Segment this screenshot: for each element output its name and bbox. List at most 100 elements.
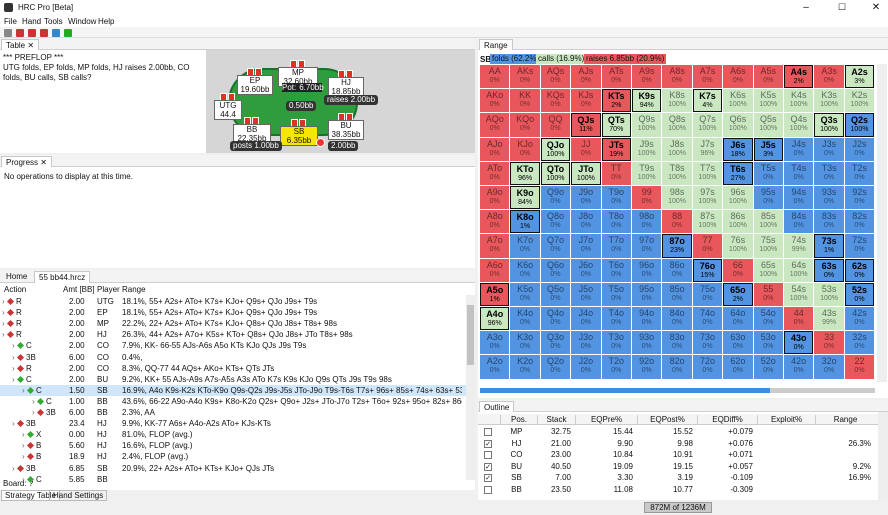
tree-row[interactable]: › C 2.00 BU 9.2%, KK+ 55 AJs-A9s A7s-A5s A3s… (0, 374, 466, 385)
hand-cell[interactable]: 33 0% (814, 331, 844, 355)
hand-cell[interactable]: Q8s 100% (662, 113, 692, 137)
hand-cell[interactable]: J7s 96% (692, 137, 723, 161)
hand-cell[interactable]: 93o 0% (632, 331, 662, 355)
toolbar-button[interactable] (28, 29, 36, 37)
hand-cell[interactable]: 82o 0% (662, 355, 692, 379)
hand-cell[interactable]: A6s 0% (723, 65, 753, 89)
hand-cell[interactable]: 52o 0% (753, 355, 783, 379)
hand-cell[interactable]: 85s 100% (753, 210, 783, 234)
hand-cell[interactable]: 84o 0% (662, 307, 692, 331)
hand-cell[interactable]: 42o 0% (784, 355, 814, 379)
tree-row[interactable]: › 3B 6.85 SB 20.9%, 22+ A2s+ ATo+ KTs+ KJo+ … (0, 463, 466, 474)
hand-cell[interactable]: A7o 0% (480, 234, 510, 258)
hand-cell[interactable]: K7s 4% (692, 89, 723, 113)
menu-item[interactable]: Tools (44, 17, 63, 26)
hand-cell[interactable]: K5o 0% (510, 282, 540, 306)
tree-row[interactable]: › R 2.00 EP 18.1%, 55+ A2s+ ATo+ K7s+ KJo+ Q… (0, 307, 466, 318)
hand-cell[interactable]: J6s 18% (723, 137, 753, 161)
column-header[interactable]: EQPre% (575, 415, 637, 424)
hand-cell[interactable]: A5s 0% (753, 65, 783, 89)
bottom-tab[interactable]: Strategy Table (1, 490, 60, 501)
hand-cell[interactable]: Q5o 0% (540, 282, 571, 306)
close-button[interactable]: ✕ (871, 2, 881, 13)
hand-cell[interactable]: AKs 0% (510, 65, 540, 89)
hand-cell[interactable]: J6o 0% (571, 258, 601, 282)
hand-cell[interactable]: Q9o 0% (540, 186, 571, 210)
hand-cell[interactable]: J4o 0% (571, 307, 601, 331)
hand-cell[interactable]: A2o 0% (480, 355, 510, 379)
memory-indicator[interactable]: 872M of 1236M (644, 502, 712, 513)
hand-cell[interactable]: 72s 0% (844, 234, 875, 258)
hand-cell[interactable]: 73o 0% (692, 331, 723, 355)
scrollbar-thumb[interactable] (467, 305, 474, 365)
hand-cell[interactable]: AA 0% (480, 65, 510, 89)
hand-cell[interactable]: QJo 100% (540, 137, 571, 161)
hand-cell[interactable]: 53o 0% (753, 331, 783, 355)
hand-cell[interactable]: J5s 3% (753, 137, 783, 161)
menu-item[interactable]: Window (68, 17, 97, 26)
hand-cell[interactable]: A2s 3% (844, 65, 875, 89)
file-tab[interactable]: Home (6, 272, 28, 281)
hand-cell[interactable]: 96s 100% (723, 186, 753, 210)
hand-cell[interactable]: T5o 0% (601, 282, 631, 306)
expand-toggle[interactable]: › (2, 330, 5, 340)
toolbar-button[interactable] (40, 29, 48, 37)
expand-toggle[interactable]: › (22, 441, 25, 451)
hand-cell[interactable]: 54s 100% (784, 282, 814, 306)
checkbox[interactable]: ✓ (484, 439, 492, 448)
hand-cell[interactable]: JTs 19% (601, 137, 631, 161)
hand-cell[interactable]: 77 0% (692, 234, 723, 258)
hand-cell[interactable]: 43o 0% (784, 331, 814, 355)
hand-cell[interactable]: JJ 0% (571, 137, 601, 161)
tree-row[interactable]: › B 18.9 HJ 2.4%, FLOP (avg.) (0, 451, 466, 462)
checkbox[interactable]: ✓ (484, 474, 492, 483)
hand-cell[interactable]: KJo 0% (510, 137, 540, 161)
hand-cell[interactable]: T3s 0% (814, 161, 844, 185)
tree-row[interactable]: › 3B 6.00 BB 2.3%, AA (0, 407, 466, 418)
hand-cell[interactable]: Q7o 0% (540, 234, 571, 258)
tree-row[interactable]: › C 5.85 BB (0, 474, 466, 485)
expand-toggle[interactable]: › (22, 385, 25, 395)
menu-item[interactable]: File (4, 17, 17, 26)
hand-cell[interactable]: 63o 0% (723, 331, 753, 355)
hand-cell[interactable]: A8s 0% (662, 65, 692, 89)
hand-cell[interactable]: Q8o 0% (540, 210, 571, 234)
hand-cell[interactable]: K9o 84% (510, 186, 540, 210)
column-header[interactable]: Player (97, 285, 120, 294)
legend-item[interactable]: raises 6.85bb (20.9%) (584, 54, 667, 64)
outline-tab[interactable]: Outline (479, 401, 515, 412)
column-header[interactable]: EQDiff% (697, 415, 757, 424)
toolbar-button[interactable] (4, 29, 12, 37)
hand-cell[interactable]: Q4o 0% (540, 307, 571, 331)
hand-cell[interactable]: 63s 0% (814, 258, 844, 282)
hand-cell[interactable]: K2o 0% (510, 355, 540, 379)
tree-row[interactable]: › C 2.00 CO 7.9%, KK- 66-55 AJs-A6s A5o KTs … (0, 340, 466, 351)
hand-cell[interactable]: T8o 0% (601, 210, 631, 234)
hand-cell[interactable]: JTo 100% (571, 161, 601, 185)
hand-cell[interactable]: A4o 96% (480, 307, 510, 331)
hand-cell[interactable]: J8s 100% (662, 137, 692, 161)
hand-cell[interactable]: Q7s 100% (692, 113, 723, 137)
hand-cell[interactable]: K2s 100% (844, 89, 875, 113)
hand-cell[interactable]: K4o 0% (510, 307, 540, 331)
checkbox[interactable]: ✓ (484, 462, 492, 471)
hand-cell[interactable]: 22 0% (844, 355, 875, 379)
hand-cell[interactable]: T7s 100% (692, 161, 723, 185)
hand-cell[interactable]: K8s 100% (662, 89, 692, 113)
hand-cell[interactable]: 32o 0% (814, 355, 844, 379)
hand-cell[interactable]: 54o 0% (753, 307, 783, 331)
hand-cell[interactable]: QTs 70% (601, 113, 631, 137)
expand-toggle[interactable]: › (32, 408, 35, 417)
hand-cell[interactable]: A9o 0% (480, 186, 510, 210)
hand-cell[interactable]: 66 0% (723, 258, 753, 282)
hand-cell[interactable]: J7o 0% (571, 234, 601, 258)
range-tab[interactable]: Range (479, 39, 513, 50)
hand-cell[interactable]: K6s 100% (723, 89, 753, 113)
hand-cell[interactable]: AKo 0% (480, 89, 510, 113)
toolbar-button[interactable] (52, 29, 60, 37)
tree-row[interactable]: › R 2.00 UTG 18.1%, 55+ A2s+ ATo+ K7s+ KJo+ … (0, 296, 466, 307)
hand-cell[interactable]: Q6s 100% (723, 113, 753, 137)
hand-cell[interactable]: 95s 0% (753, 186, 783, 210)
hand-cell[interactable]: 64o 0% (723, 307, 753, 331)
hand-cell[interactable]: 76o 15% (692, 258, 723, 282)
